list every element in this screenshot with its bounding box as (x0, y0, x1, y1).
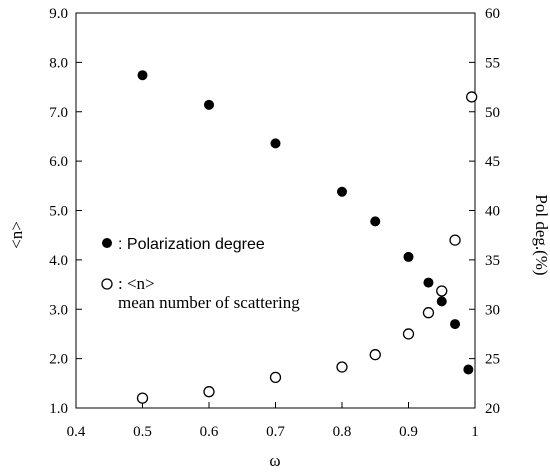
left-y-tick-label: 4.0 (49, 253, 68, 269)
x-tick-label: 1 (471, 424, 479, 440)
polarization-point (463, 364, 473, 374)
polarization-point (450, 319, 460, 329)
plot-area-border (76, 13, 475, 408)
x-tick-label: 0.9 (399, 424, 418, 440)
mean-scattering-point (450, 235, 460, 245)
legend: : Polarization degree : <n> mean number … (102, 236, 300, 312)
polarization-point (370, 216, 380, 226)
right-y-tick-label: 45 (485, 154, 500, 170)
left-y-tick-label: 6.0 (49, 154, 68, 170)
mean-scattering-point (370, 350, 380, 360)
mean-scattering-point (271, 372, 281, 382)
left-y-tick-label: 3.0 (49, 302, 68, 318)
mean-scattering-point (423, 308, 433, 318)
left-y-tick-label: 5.0 (49, 204, 68, 220)
right-y-tick-label: 20 (485, 401, 500, 417)
polarization-point (337, 187, 347, 197)
polarization-point (423, 278, 433, 288)
x-tick-label: 0.7 (266, 424, 285, 440)
polarization-point (138, 70, 148, 80)
left-y-tick-label: 1.0 (49, 401, 68, 417)
legend-sublabel-n: mean number of scattering (118, 293, 300, 312)
legend-open-marker (102, 279, 112, 289)
polarization-point (404, 252, 414, 262)
legend-label-polarization: : Polarization degree (118, 236, 265, 253)
polarization-point (271, 138, 281, 148)
mean-scattering-point (337, 362, 347, 372)
x-tick-label: 0.5 (133, 424, 152, 440)
left-y-axis-ticks: 1.0 2.0 3.0 4.0 5.0 6.0 7.0 8.0 9.0 (49, 6, 82, 417)
left-y-axis-title: <n> (7, 221, 26, 249)
mean-scattering-point (467, 92, 477, 102)
x-tick-label: 0.4 (67, 424, 86, 440)
plot-frame (76, 13, 475, 408)
right-y-tick-label: 60 (485, 6, 500, 22)
mean-scattering-point (204, 387, 214, 397)
left-y-tick-label: 2.0 (49, 352, 68, 368)
mean-scattering-point (404, 329, 414, 339)
right-y-tick-label: 25 (485, 352, 500, 368)
right-y-tick-label: 35 (485, 253, 500, 269)
polarization-point (437, 296, 447, 306)
right-y-tick-label: 55 (485, 55, 500, 71)
left-y-tick-label: 9.0 (49, 6, 68, 22)
polarization-point (204, 100, 214, 110)
right-y-tick-label: 50 (485, 105, 500, 121)
legend-label-n: : <n> (118, 274, 155, 293)
mean-scattering-point (437, 286, 447, 296)
right-y-tick-label: 40 (485, 204, 500, 220)
mean-scattering-point (138, 393, 148, 403)
left-y-tick-label: 7.0 (49, 105, 68, 121)
left-y-tick-label: 8.0 (49, 55, 68, 71)
x-axis-title: ω (269, 451, 280, 470)
right-y-axis-ticks: 20 25 30 35 40 45 50 55 60 (469, 6, 500, 417)
right-y-axis-title: Pol deg.(%) (532, 194, 550, 275)
legend-filled-marker (102, 238, 112, 248)
x-tick-label: 0.8 (333, 424, 352, 440)
right-y-tick-label: 30 (485, 302, 500, 318)
x-tick-label: 0.6 (200, 424, 219, 440)
